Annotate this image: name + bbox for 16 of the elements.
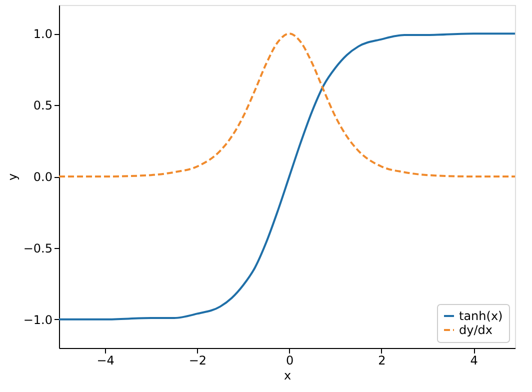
x-tick-label: −4 <box>96 354 114 368</box>
x-tick-label: 0 <box>286 354 294 368</box>
y-tick-label: −1.0 <box>23 312 52 327</box>
y-axis-title: y <box>5 173 20 181</box>
y-tick-label: 0.0 <box>33 170 52 184</box>
line-series <box>58 32 516 320</box>
y-tick-label: 0.5 <box>33 98 52 113</box>
y-tick-label: −0.5 <box>23 241 52 256</box>
x-tick-label: −2 <box>188 354 207 368</box>
y-tick-label: 1.0 <box>33 27 52 42</box>
x-tick-label: 4 <box>470 354 478 368</box>
line-series <box>58 32 516 178</box>
x-tick-label: 2 <box>378 354 386 368</box>
x-axis-title: x <box>284 368 292 382</box>
legend-label: tanh(x) <box>459 309 503 323</box>
legend-label: dy/dx <box>459 323 492 337</box>
